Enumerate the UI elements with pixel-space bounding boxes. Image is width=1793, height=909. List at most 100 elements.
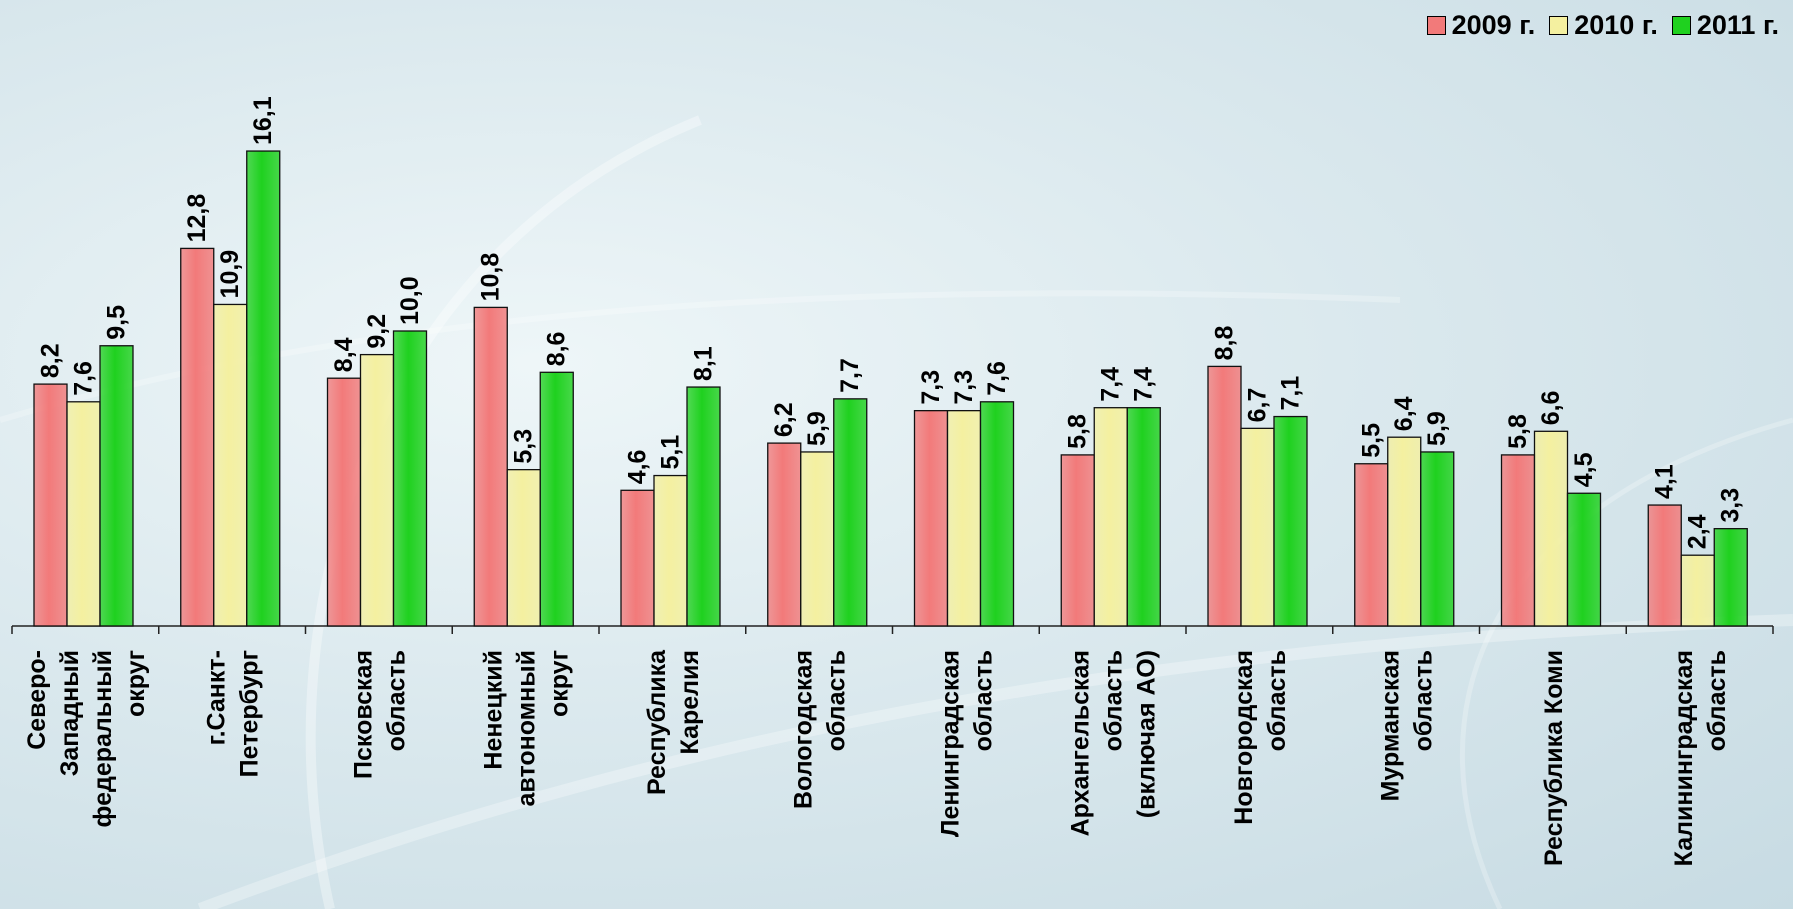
bar-7-0 <box>1060 454 1095 627</box>
category-label-line: округ <box>546 650 574 717</box>
category-label: Вологодская область <box>790 650 851 809</box>
bar-2-2 <box>392 330 428 627</box>
data-label: 8,1 <box>690 346 718 381</box>
bar-3-0 <box>473 306 508 627</box>
category-label-line: область <box>382 650 410 751</box>
category-label: Архангельская область (включая АО) <box>1067 650 1161 836</box>
data-label: 4,6 <box>624 450 652 485</box>
category-label-line: Новгородская <box>1230 650 1258 825</box>
category-label-line: г.Санкт- <box>203 650 231 745</box>
data-label: 7,3 <box>917 370 945 405</box>
legend-label-2011: 2011 г. <box>1696 10 1779 40</box>
legend-swatch-2011 <box>1671 16 1691 35</box>
data-label: 9,2 <box>363 314 391 349</box>
legend: 2009 г. 2010 г. 2011 г. <box>1426 10 1779 41</box>
data-label: 5,3 <box>510 429 538 464</box>
category-label-line: Ненецкий <box>480 650 508 770</box>
category-label-line: Западный <box>56 650 84 776</box>
bar-0-0 <box>33 383 68 627</box>
data-label: 5,9 <box>803 411 831 446</box>
data-label: 10,9 <box>216 250 244 299</box>
category-label-line: Архангельская <box>1067 650 1095 836</box>
data-label: 7,7 <box>836 358 864 393</box>
data-label: 7,1 <box>1277 376 1305 411</box>
bar-11-1 <box>1680 554 1715 627</box>
bar-0-1 <box>66 401 101 627</box>
bar-8-2 <box>1273 415 1308 627</box>
category-label: Ленинградская область <box>936 650 997 837</box>
bar-0-2 <box>99 345 134 627</box>
category-label: Калининградская область <box>1670 650 1731 866</box>
category-label: Республика Карелия <box>643 649 704 795</box>
data-label: 8,4 <box>330 337 358 372</box>
category-label: Мурманская область <box>1377 650 1438 801</box>
data-label: 5,8 <box>1504 414 1532 449</box>
category-label-line: область <box>823 650 851 751</box>
bar-10-2 <box>1566 492 1602 627</box>
bar-9-2 <box>1420 451 1455 627</box>
category-label: Псковская область <box>349 650 410 779</box>
category-label-line: Республика <box>643 649 671 795</box>
category-label-line: автономный <box>513 650 541 806</box>
category-label-line: Калининградская <box>1670 650 1698 866</box>
bar-11-0 <box>1647 504 1682 627</box>
category-label-line: область <box>1410 650 1438 751</box>
data-label: 5,5 <box>1357 423 1385 458</box>
bar-2-1 <box>359 353 395 627</box>
category-label-line: область <box>1263 650 1291 751</box>
bar-4-0 <box>620 489 655 627</box>
category-label-line: (включая АО) <box>1133 650 1161 818</box>
data-label: 7,6 <box>983 361 1011 396</box>
bar-9-1 <box>1387 436 1422 627</box>
legend-label-2010: 2010 г. <box>1574 10 1658 40</box>
data-label: 12,8 <box>183 194 211 243</box>
bar-7-2 <box>1126 407 1161 627</box>
data-label: 2,4 <box>1684 514 1712 549</box>
data-label: 6,4 <box>1390 396 1418 431</box>
bar-8-0 <box>1207 365 1242 627</box>
bar-2-0 <box>326 377 362 627</box>
data-label: 8,8 <box>1211 326 1239 361</box>
data-label: 7,6 <box>70 361 98 396</box>
bar-10-1 <box>1533 430 1569 627</box>
data-label: 8,2 <box>37 343 65 378</box>
data-label: 5,8 <box>1064 414 1092 449</box>
bar-6-0 <box>913 409 949 627</box>
bar-7-1 <box>1093 407 1128 627</box>
legend-item-2011: 2011 г. <box>1671 10 1779 41</box>
category-label-line: Северо- <box>23 650 51 750</box>
data-label: 6,2 <box>770 402 798 437</box>
bar-11-2 <box>1713 528 1748 627</box>
bar-9-0 <box>1354 463 1389 627</box>
category-label-line: округ <box>122 650 150 717</box>
data-label: 5,1 <box>657 435 685 470</box>
legend-swatch-2010 <box>1549 16 1569 35</box>
category-label: Ненецкий автономный округ <box>480 650 574 806</box>
data-label: 10,0 <box>396 276 424 325</box>
data-label: 6,7 <box>1244 388 1272 423</box>
category-label-line: Псковская <box>349 650 377 779</box>
legend-item-2009: 2009 г. <box>1426 10 1536 41</box>
bar-3-1 <box>506 468 541 627</box>
category-label-line: Республика Коми <box>1540 650 1568 866</box>
bar-6-1 <box>946 409 982 627</box>
bar-5-1 <box>800 451 835 627</box>
legend-label-2009: 2009 г. <box>1451 10 1536 40</box>
data-label: 7,4 <box>1130 367 1158 402</box>
data-label: 8,6 <box>543 332 571 367</box>
category-label-line: область <box>1100 650 1128 751</box>
category-label: г.Санкт- Петербург <box>203 650 264 777</box>
data-label: 10,8 <box>477 253 505 302</box>
data-label: 5,9 <box>1423 411 1451 446</box>
category-label-line: Вологодская <box>790 650 818 809</box>
category-label-line: Карелия <box>676 650 704 754</box>
category-label-line: область <box>1703 650 1731 751</box>
bar-4-1 <box>653 474 688 627</box>
data-label: 7,3 <box>950 370 978 405</box>
data-label: 9,5 <box>103 305 131 340</box>
data-label: 3,3 <box>1717 488 1745 523</box>
category-label: Республика Коми <box>1540 650 1568 866</box>
bar-1-2 <box>246 150 281 627</box>
bar-8-1 <box>1240 427 1275 627</box>
